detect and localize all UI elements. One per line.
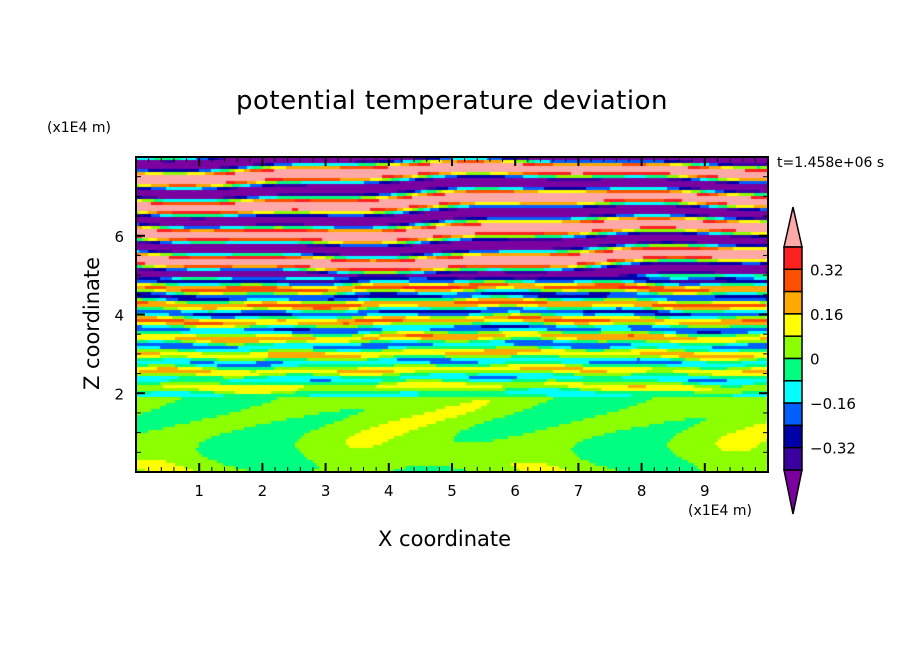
- x-unit-label: (x1E4 m): [688, 503, 752, 519]
- x-tick-label: 6: [510, 482, 520, 500]
- x-tick-label: 7: [574, 482, 584, 500]
- colorbar-swatch: [783, 268, 803, 293]
- colorbar-swatch: [783, 335, 803, 360]
- x-tick-label: 8: [637, 482, 647, 500]
- colorbar-tick-label: −0.16: [810, 395, 856, 413]
- colorbar-extend-max: [783, 206, 803, 248]
- colorbar-swatch: [783, 380, 803, 404]
- colorbar-swatch: [783, 313, 803, 337]
- colorbar-swatch: [783, 424, 803, 449]
- colorbar-tick-label: 0: [810, 351, 820, 369]
- x-tick-label: 9: [700, 482, 710, 500]
- colorbar-swatch: [783, 446, 803, 471]
- x-axis-label: X coordinate: [378, 527, 512, 551]
- colorbar-swatch: [783, 402, 803, 427]
- colorbar-swatch: [783, 290, 803, 315]
- y-tick-label: 6: [114, 228, 124, 246]
- time-label: t=1.458e+06 s: [777, 155, 885, 171]
- colorbar-swatch: [783, 357, 803, 382]
- x-tick-label: 4: [384, 482, 394, 500]
- x-tick-label: 1: [194, 482, 204, 500]
- contour-field: [136, 157, 768, 472]
- x-tick-label: 3: [321, 482, 331, 500]
- chart-title: potential temperature deviation: [236, 86, 668, 116]
- colorbar-tick-label: 0.16: [810, 306, 843, 324]
- y-tick-label: 2: [114, 385, 124, 403]
- y-unit-label: (x1E4 m): [47, 120, 111, 136]
- colorbar-extend-min: [783, 469, 803, 515]
- colorbar-tick-label: −0.32: [810, 440, 856, 458]
- x-tick-label: 5: [447, 482, 457, 500]
- plot-frame: [135, 156, 769, 473]
- y-tick-label: 4: [114, 307, 124, 325]
- colorbar-swatch: [783, 246, 803, 271]
- colorbar-tick-label: 0.32: [810, 261, 843, 279]
- x-tick-label: 2: [258, 482, 268, 500]
